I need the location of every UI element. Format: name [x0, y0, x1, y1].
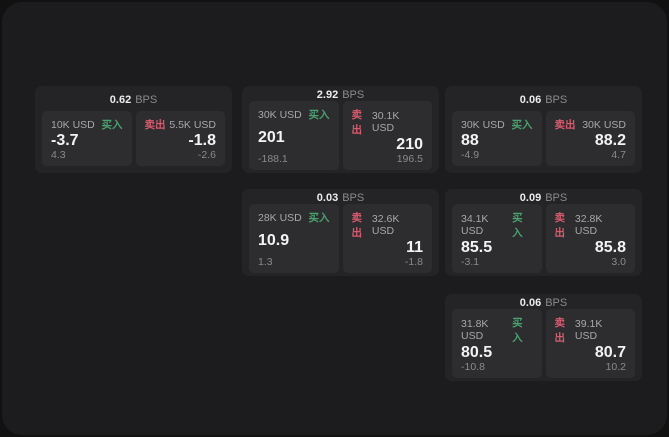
quote-card: 0.09 BPS 34.1K USD 买入 85.5 -3.1 卖出 32.8K…	[445, 189, 642, 276]
spread-value: 2.92	[316, 89, 339, 101]
sell-amount: 30K USD	[582, 118, 626, 131]
bps-label: BPS	[342, 89, 365, 101]
buy-amount: 28K USD	[258, 211, 302, 224]
quote-card: 2.92 BPS 30K USD 买入 201 -188.1 卖出 30.1K …	[242, 86, 439, 173]
buy-price: 10.9	[258, 231, 290, 249]
buy-price: 80.5	[461, 344, 493, 361]
buy-side-label: 买入	[511, 119, 533, 131]
buy-delta: 4.3	[51, 149, 66, 161]
sell-delta: -2.6	[197, 149, 216, 161]
sell-amount: 32.6K USD	[371, 213, 400, 237]
buy-side-label: 买入	[308, 109, 330, 121]
sell-price: 11	[406, 239, 423, 256]
bps-label: BPS	[342, 192, 365, 204]
sell-side-label: 卖出	[144, 119, 166, 131]
buy-price: -3.7	[51, 131, 79, 149]
sell-delta: -1.8	[404, 256, 423, 268]
quote-card: 0.03 BPS 28K USD 买入 10.9 1.3 卖出 32.6K US…	[242, 189, 439, 276]
spread-header: 0.06 BPS	[452, 297, 635, 309]
spread-header: 0.06 BPS	[452, 89, 635, 111]
spread-header: 0.09 BPS	[452, 192, 635, 204]
sell-side-label: 卖出	[554, 119, 576, 131]
bps-label: BPS	[545, 192, 568, 204]
sell-amount: 32.8K USD	[574, 213, 603, 237]
sell-price: 210	[396, 136, 423, 153]
spread-value: 0.03	[316, 192, 339, 204]
sell-delta: 10.2	[605, 361, 626, 373]
buy-quote-button[interactable]: 10K USD 买入 -3.7 4.3	[42, 111, 132, 166]
sell-side-label: 卖出	[554, 317, 566, 344]
spread-value: 0.06	[519, 297, 542, 309]
sell-price: 88.2	[594, 131, 626, 149]
buy-side-label: 买入	[512, 212, 523, 239]
sell-delta: 3.0	[611, 256, 626, 268]
bps-label: BPS	[545, 94, 568, 106]
buy-quote-button[interactable]: 31.8K USD 买入 80.5 -10.8	[452, 309, 542, 378]
sell-price: 80.7	[594, 344, 626, 361]
buy-amount: 10K USD	[51, 118, 95, 131]
buy-price: 85.5	[461, 239, 493, 256]
sell-quote-button[interactable]: 卖出 32.6K USD 11 -1.8	[342, 204, 432, 273]
buy-delta: 1.3	[258, 256, 273, 268]
buy-side-label: 买入	[101, 119, 123, 131]
buy-price: 201	[258, 128, 285, 146]
sell-side-label: 卖出	[554, 212, 566, 239]
sell-side-label: 卖出	[351, 212, 363, 239]
sell-amount: 30.1K USD	[371, 110, 400, 134]
buy-delta: -10.8	[461, 361, 485, 373]
bps-label: BPS	[135, 94, 158, 106]
buy-delta: -188.1	[258, 153, 288, 165]
spread-header: 0.03 BPS	[249, 192, 432, 204]
sell-amount: 39.1K USD	[574, 318, 603, 342]
buy-price: 88	[461, 131, 479, 149]
sell-quote-button[interactable]: 卖出 32.8K USD 85.8 3.0	[545, 204, 635, 273]
buy-quote-button[interactable]: 30K USD 买入 201 -188.1	[249, 101, 339, 170]
buy-delta: -3.1	[461, 256, 480, 268]
sell-delta: 196.5	[396, 153, 423, 165]
buy-quote-button[interactable]: 30K USD 买入 88 -4.9	[452, 111, 542, 166]
sell-quote-button[interactable]: 卖出 39.1K USD 80.7 10.2	[545, 309, 635, 378]
buy-side-label: 买入	[512, 317, 523, 344]
quote-card: 0.06 BPS 30K USD 买入 88 -4.9 卖出 30K USD 8…	[445, 86, 642, 173]
buy-amount: 34.1K USD	[461, 213, 489, 237]
spread-header: 0.62 BPS	[42, 89, 225, 111]
bps-label: BPS	[545, 297, 568, 309]
buy-amount: 31.8K USD	[461, 318, 489, 342]
spread-header: 2.92 BPS	[249, 89, 432, 101]
sell-quote-button[interactable]: 卖出 30K USD 88.2 4.7	[545, 111, 635, 166]
sell-price: 85.8	[594, 239, 626, 256]
sell-side-label: 卖出	[351, 109, 363, 136]
quote-card: 0.62 BPS 10K USD 买入 -3.7 4.3 卖出 5.5K USD…	[35, 86, 232, 173]
buy-quote-button[interactable]: 34.1K USD 买入 85.5 -3.1	[452, 204, 542, 273]
buy-side-label: 买入	[308, 212, 330, 224]
quote-card: 0.06 BPS 31.8K USD 买入 80.5 -10.8 卖出 39.1…	[445, 294, 642, 381]
sell-quote-button[interactable]: 卖出 30.1K USD 210 196.5	[342, 101, 432, 170]
sell-price: -1.8	[188, 131, 216, 149]
spread-value: 0.09	[519, 192, 542, 204]
spread-value: 0.62	[109, 94, 132, 106]
spread-value: 0.06	[519, 94, 542, 106]
sell-quote-button[interactable]: 卖出 5.5K USD -1.8 -2.6	[135, 111, 225, 166]
sell-delta: 4.7	[611, 149, 626, 161]
buy-delta: -4.9	[461, 149, 480, 161]
sell-amount: 5.5K USD	[169, 118, 216, 131]
buy-amount: 30K USD	[461, 118, 505, 131]
buy-amount: 30K USD	[258, 108, 302, 121]
buy-quote-button[interactable]: 28K USD 买入 10.9 1.3	[249, 204, 339, 273]
